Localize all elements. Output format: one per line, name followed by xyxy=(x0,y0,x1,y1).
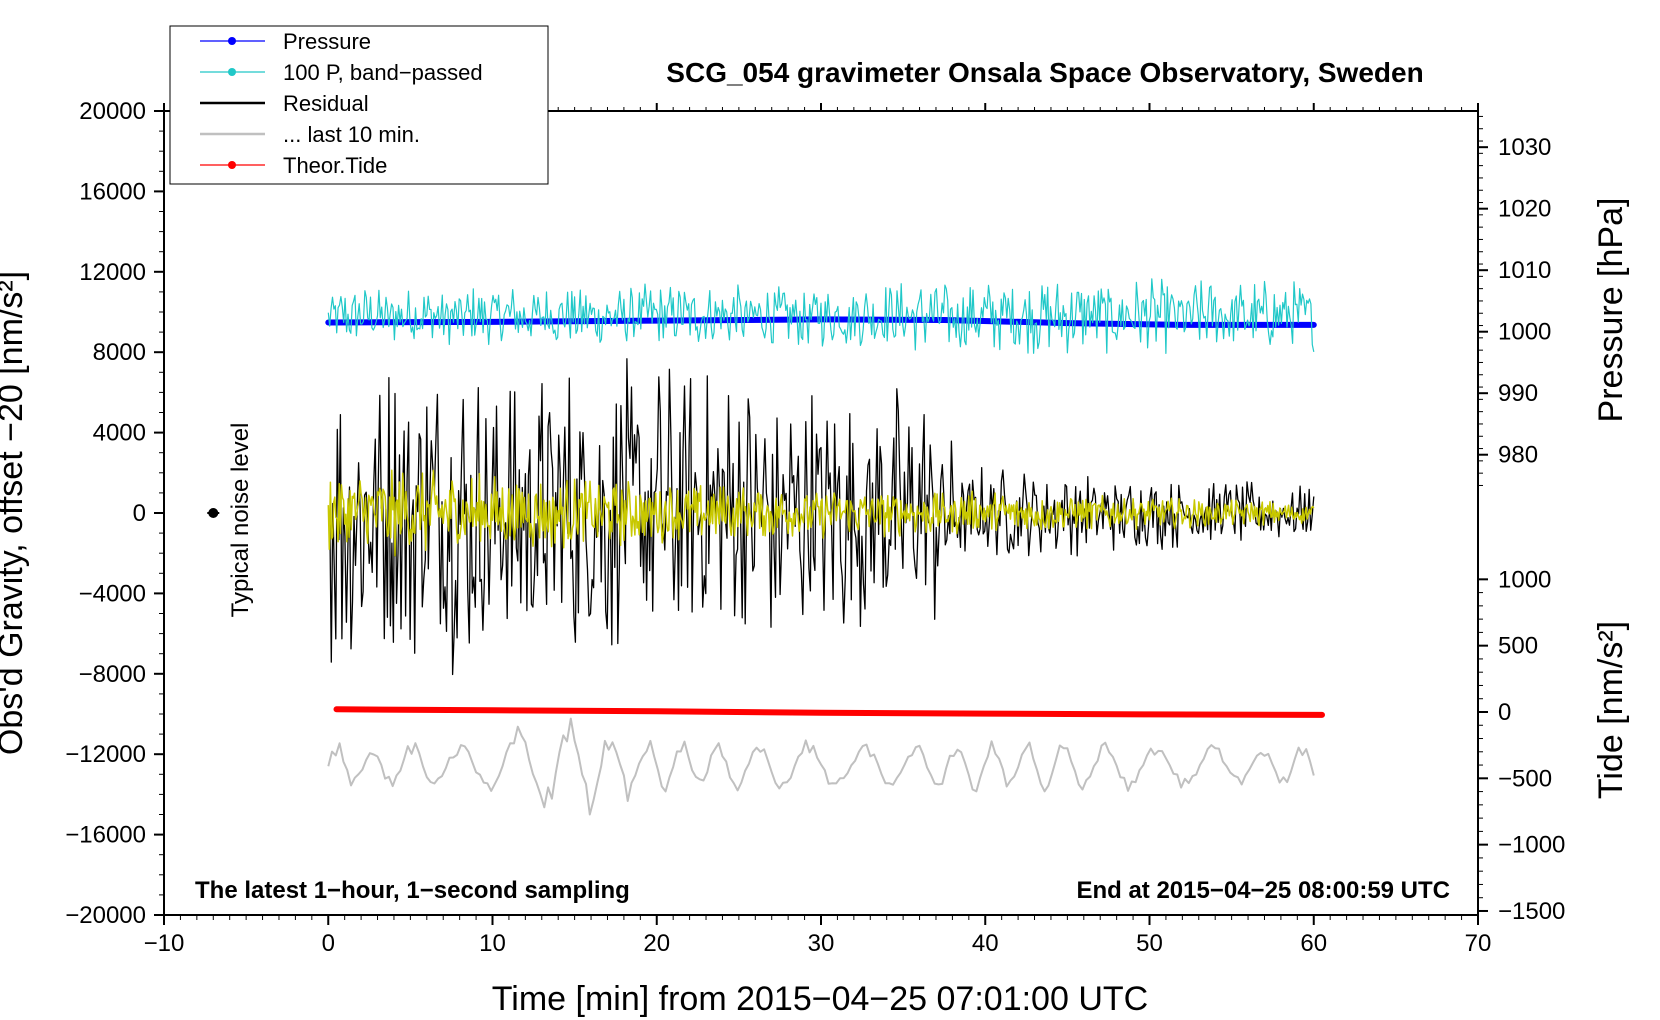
x-tick-label: 10 xyxy=(479,930,506,957)
legend-marker xyxy=(228,37,236,45)
tide-tick-label: −1500 xyxy=(1498,898,1565,925)
legend-label: 100 P, band−passed xyxy=(283,60,483,85)
y-tick-label: −12000 xyxy=(65,741,146,768)
legend-marker xyxy=(228,68,236,76)
pressure-tick-label: 990 xyxy=(1498,380,1538,407)
noise-label: Typical noise level xyxy=(227,423,254,618)
legend: Pressure 100 P, band−passed Residual ... la… xyxy=(169,25,549,185)
legend-label: Residual xyxy=(283,91,369,116)
x-tick-label: 20 xyxy=(643,930,670,957)
chart-title: SCG_054 gravimeter Onsala Space Observat… xyxy=(666,57,1423,88)
y-axis-title-pressure: Pressure [hPa] xyxy=(1592,198,1630,423)
legend-box xyxy=(169,25,549,185)
pressure-tick-label: 1020 xyxy=(1498,196,1551,223)
x-tick-label: 70 xyxy=(1465,930,1492,957)
series-line xyxy=(325,316,1317,328)
x-tick-label: 50 xyxy=(1136,930,1163,957)
x-axis-title: Time [min] from 2015−04−25 07:01:00 UTC xyxy=(492,980,1148,1018)
y-tick-label: −20000 xyxy=(65,902,146,929)
noise-dot xyxy=(208,508,219,518)
legend-marker xyxy=(228,161,236,169)
y-tick-label: 12000 xyxy=(79,259,146,286)
tide-tick-label: 500 xyxy=(1498,633,1538,660)
x-tick-label: 30 xyxy=(808,930,835,957)
x-tick-label: 0 xyxy=(322,930,335,957)
y-tick-label: −8000 xyxy=(79,661,146,688)
x-tick-label: 40 xyxy=(972,930,999,957)
legend-label: ... last 10 min. xyxy=(283,122,420,147)
y-tick-label: −16000 xyxy=(65,822,146,849)
pressure-tick-label: 1030 xyxy=(1498,134,1551,161)
tide-tick-label: 0 xyxy=(1498,699,1511,726)
y-tick-label: −4000 xyxy=(79,580,146,607)
y-axis-title-left: Obs'd Gravity, offset −20 [nm/s²] xyxy=(0,271,30,755)
series-layer xyxy=(325,278,1325,816)
pressure-tick-label: 1010 xyxy=(1498,257,1551,284)
series-line xyxy=(327,469,1315,557)
y-tick-label: 0 xyxy=(133,500,146,527)
x-tick-label: 60 xyxy=(1300,930,1327,957)
tide-tick-label: 1000 xyxy=(1498,566,1551,593)
tide-tick-label: −1000 xyxy=(1498,832,1565,859)
legend-label: Pressure xyxy=(283,29,371,54)
pressure-tick-label: 1000 xyxy=(1498,319,1551,346)
tide-tick-label: −500 xyxy=(1498,765,1552,792)
y-axis-title-tide: Tide [nm/s²] xyxy=(1592,621,1630,799)
series-line xyxy=(333,706,1325,718)
y-tick-label: 8000 xyxy=(93,339,146,366)
x-tick-label: −10 xyxy=(144,930,185,957)
noise-marker xyxy=(207,508,220,518)
legend-label: Theor.Tide xyxy=(283,153,387,178)
y-tick-label: 20000 xyxy=(79,98,146,125)
tick-layer: −10 0 10 20 30 40 50 60 702000016000120008000400… xyxy=(65,98,1565,957)
y-tick-label: 4000 xyxy=(93,420,146,447)
annotation-bottom-left: The latest 1−hour, 1−second sampling xyxy=(195,877,630,904)
pressure-tick-label: 980 xyxy=(1498,442,1538,469)
y-tick-label: 16000 xyxy=(79,178,146,205)
series-line xyxy=(327,717,1315,816)
annotation-bottom-right: End at 2015−04−25 08:00:59 UTC xyxy=(1076,877,1450,904)
series-line xyxy=(327,278,1315,354)
